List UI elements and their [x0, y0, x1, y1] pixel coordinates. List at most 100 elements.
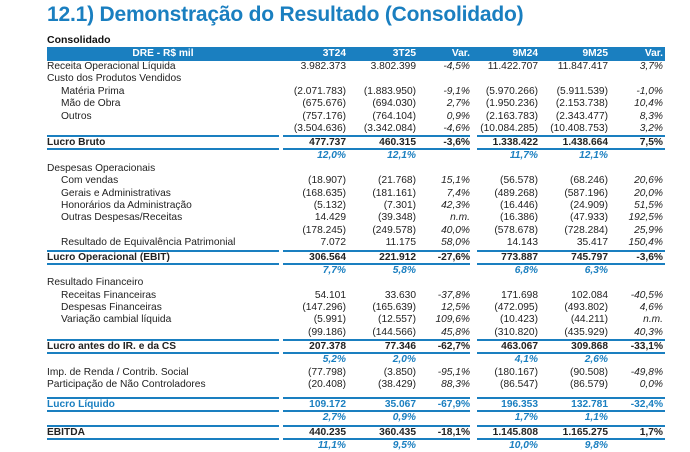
- cell-var-9m: [608, 354, 665, 366]
- cell-9m25: [538, 277, 608, 289]
- cell-label: [47, 150, 279, 162]
- cell-9m24: 10,0%: [509, 439, 538, 451]
- cell-3t24: (20.408): [308, 378, 346, 390]
- header-9m25: 9M25: [538, 47, 608, 61]
- table-row: EBITDA 440.235 360.435 -18,1% 1.145.808 1.165…: [47, 424, 665, 440]
- cell-9m24: 1.145.808: [477, 424, 538, 440]
- table-row: Outras Despesas/Receitas 14.429 (39.348) n.…: [47, 212, 665, 224]
- cell-var-9m: n.m.: [643, 314, 663, 326]
- cell-var-quarter: 15,1%: [441, 175, 470, 187]
- cell-9m25: (47.933): [570, 212, 608, 224]
- table-row: Gerais e Administrativas (168.635) (181.16…: [47, 188, 665, 200]
- cell-var-9m: 1,7%: [608, 424, 665, 440]
- cell-9m25: 11.847.417: [557, 61, 608, 72]
- cell-var-9m: -40,5%: [630, 289, 663, 301]
- table-row: Imp. de Renda / Contrib. Social (77.798) (…: [47, 367, 665, 379]
- cell-3t25: 2,0%: [392, 354, 416, 366]
- cell-var-9m: [608, 73, 665, 85]
- cell-label: EBITDA: [47, 424, 279, 440]
- cell-var-quarter: [416, 277, 470, 289]
- cell-3t24: 7,7%: [322, 264, 346, 276]
- cell-3t25: (1.883.950): [363, 85, 416, 97]
- cell-label: Lucro antes do IR. e da CS: [47, 339, 279, 355]
- cell-label: [47, 327, 279, 339]
- cell-9m24: (1.950.236): [485, 98, 538, 110]
- cell-9m24: (16.386): [500, 212, 538, 224]
- table-row: Despesas Operacionais: [47, 163, 665, 175]
- cell-var-9m: [608, 412, 665, 424]
- cell-3t25: (165.639): [372, 301, 416, 313]
- cell-9m25: [538, 163, 608, 175]
- cell-9m24: (10.084.285): [480, 123, 538, 135]
- cell-3t24: 440.235: [283, 424, 346, 440]
- cell-var-9m: [608, 150, 665, 162]
- cell-3t24: (757.176): [302, 110, 346, 122]
- cell-var-9m: 51,5%: [634, 200, 663, 212]
- cell-9m25: 9,8%: [584, 439, 608, 451]
- cell-3t24: (18.907): [308, 175, 346, 187]
- cell-var-quarter: [416, 73, 470, 85]
- cell-3t25: (249.578): [372, 224, 416, 236]
- cell-3t24: 306.564: [283, 249, 346, 265]
- cell-9m25: 1,1%: [584, 412, 608, 424]
- cell-3t24: 477.737: [283, 135, 346, 151]
- cell-3t25: (39.348): [378, 212, 416, 224]
- cell-var-9m: 25,9%: [634, 224, 663, 236]
- cell-9m25: (2.343.477): [555, 110, 608, 122]
- cell-var-quarter: -62,7%: [416, 339, 470, 355]
- cell-label: Resultado Financeiro: [47, 277, 144, 289]
- cell-9m25: 102.084: [571, 289, 608, 301]
- cell-3t24: 109.172: [283, 397, 346, 413]
- cell-9m24: 14.143: [506, 237, 538, 249]
- table-row: Lucro Bruto 477.737 460.315 -3,6% 1.338.422 1…: [47, 135, 665, 151]
- cell-9m25: (5.911.539): [556, 85, 608, 97]
- cell-9m24: 11,7%: [509, 150, 538, 162]
- cell-9m24: 1.338.422: [477, 135, 538, 151]
- cell-label: Imp. de Renda / Contrib. Social: [47, 366, 189, 378]
- cell-3t24: (77.798): [308, 366, 346, 378]
- cell-3t25: (3.850): [383, 366, 416, 378]
- cell-label: Variação cambial líquida: [61, 314, 172, 326]
- table-row: Participação de Não Controladores (20.408…: [47, 379, 665, 391]
- cell-3t25: (694.030): [372, 98, 416, 110]
- cell-var-9m: 192,5%: [628, 212, 663, 224]
- table-row: Receitas Financeiras 54.101 33.630 -37,8% 17…: [47, 290, 665, 302]
- margin-row: 5,2% 2,0% 4,1% 2,6%: [47, 354, 665, 366]
- cell-9m25: 35.417: [576, 237, 608, 249]
- cell-9m25: (44.211): [570, 314, 608, 326]
- table-row: (3.504.636) (3.342.084) -4,6% (10.084.285) (…: [47, 123, 665, 135]
- cell-var-quarter: -37,8%: [437, 289, 470, 301]
- cell-3t25: (144.566): [372, 326, 416, 338]
- cell-label: Mão de Obra: [61, 98, 121, 110]
- cell-label: Honorários da Administração: [61, 200, 192, 212]
- cell-var-9m: -33,1%: [608, 339, 665, 355]
- cell-var-quarter: 58,0%: [441, 237, 470, 249]
- cell-label: Resultado de Equivalência Patrimonial: [61, 237, 236, 249]
- header-3t25: 3T25: [346, 47, 416, 61]
- cell-3t24: (675.676): [302, 98, 346, 110]
- header-var-9m: Var.: [608, 47, 665, 61]
- table-row: Lucro Operacional (EBIT) 306.564 221.912 -2…: [47, 249, 665, 265]
- cell-3t25: (764.104): [372, 110, 416, 122]
- cell-var-9m: -32,4%: [608, 397, 665, 413]
- cell-var-quarter: 0,9%: [446, 110, 470, 122]
- cell-3t24: 2,7%: [322, 412, 346, 424]
- cell-9m24: (5.970.266): [485, 85, 538, 97]
- cell-3t25: [346, 277, 416, 289]
- cell-9m24: 196.353: [477, 397, 538, 413]
- cell-var-quarter: [416, 265, 470, 277]
- cell-9m25: 2,6%: [584, 354, 608, 366]
- table-subtitle: Consolidado: [47, 34, 111, 46]
- cell-3t25: (181.161): [372, 187, 416, 199]
- cell-3t25: [346, 163, 416, 175]
- cell-var-quarter: -27,6%: [416, 249, 470, 265]
- table-row: Custo dos Produtos Vendidos: [47, 73, 665, 85]
- cell-3t25: 3.802.399: [370, 61, 416, 72]
- table-header-row: DRE - R$ mil 3T24 3T25 Var. 9M24 9M25 Va…: [47, 47, 665, 61]
- cell-3t24: [283, 277, 346, 289]
- cell-3t24: (99.186): [308, 326, 346, 338]
- cell-var-quarter: [416, 412, 470, 424]
- cell-var-9m: 8,3%: [639, 110, 663, 122]
- cell-3t25: [346, 73, 416, 85]
- cell-var-quarter: 7,4%: [446, 187, 470, 199]
